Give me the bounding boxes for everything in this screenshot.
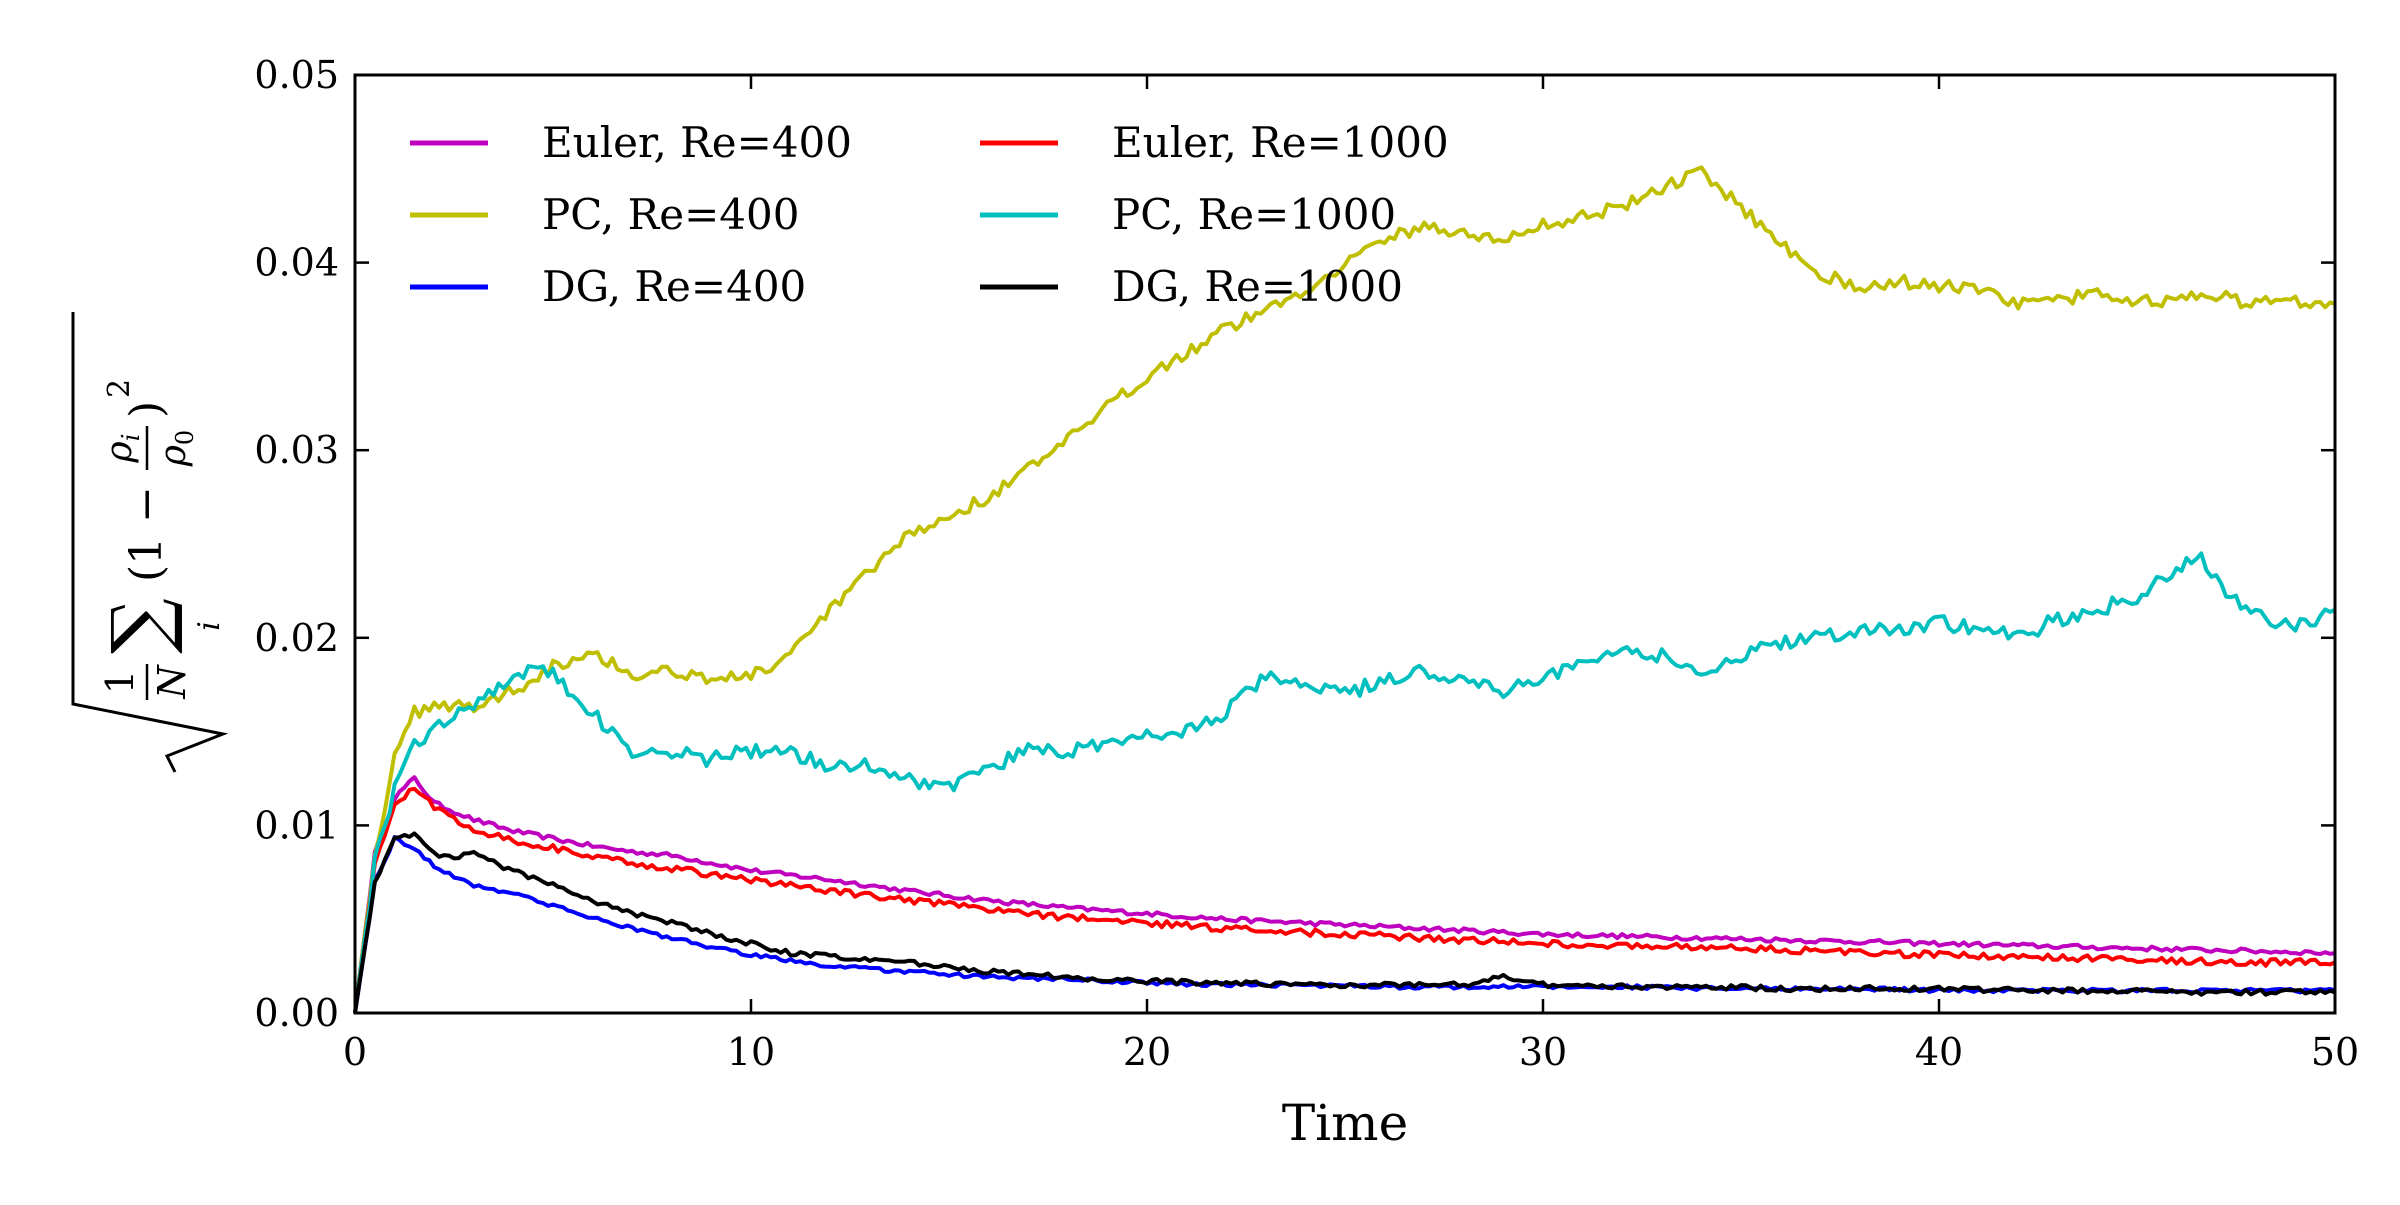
ylabel-one: 1 [98, 670, 142, 694]
x-tick-label: 30 [1519, 1030, 1567, 1074]
y-tick-label: 0.02 [254, 616, 339, 660]
series-line-2 [353, 165, 2336, 1014]
legend-label: PC, Re=1000 [1112, 190, 1396, 239]
legend-label: DG, Re=1000 [1112, 262, 1403, 311]
y-tick-label: 0.04 [254, 241, 339, 285]
legend-label: PC, Re=400 [542, 190, 799, 239]
x-tick-label: 0 [343, 1030, 367, 1074]
ylabel-n: N [150, 664, 194, 700]
ylabel-rho-i: ρi [99, 434, 145, 464]
legend: Euler, Re=400 PC, Re=400 DG, Re=400 Euler, … [410, 118, 1449, 311]
y-tick-label: 0.03 [254, 428, 339, 472]
legend-label: Euler, Re=1000 [1112, 118, 1449, 167]
ylabel-exponent: 2 [102, 379, 137, 398]
x-tick-label: 20 [1123, 1030, 1171, 1074]
legend-label: Euler, Re=400 [542, 118, 852, 167]
series-line-5 [353, 551, 2336, 1014]
y-axis-title: 1 N ∑ i (1 − ρi ρ0 ) 2 [71, 312, 229, 773]
series-line-1 [353, 775, 2336, 1014]
x-tick-label: 10 [727, 1030, 775, 1074]
sqrt-sign [71, 312, 229, 773]
y-tick-label: 0.01 [254, 803, 339, 847]
y-tick-label: 0.05 [254, 53, 339, 97]
x-axis-title: Time [1282, 1094, 1408, 1152]
x-tick-label: 50 [2311, 1030, 2359, 1074]
ylabel-close-paren: ) [121, 401, 172, 418]
ylabel-sum: ∑ [96, 598, 186, 654]
plot-frame [353, 73, 2337, 1015]
series-line-6 [353, 831, 2336, 1014]
x-tick-label: 40 [1915, 1030, 1963, 1074]
y-tick-label: 0.00 [254, 991, 339, 1035]
axis-ticks [353, 73, 2337, 1015]
ylabel-rho-0: ρ0 [153, 430, 199, 467]
ylabel-paren-expr: (1 − [121, 486, 172, 582]
series-line-4 [353, 786, 2336, 1014]
tick-labels: 0 10 20 30 40 50 0.00 0.01 0.02 0.03 0.04 0.05 [254, 53, 2359, 1074]
legend-label: DG, Re=400 [542, 262, 806, 311]
series-lines [353, 165, 2336, 1014]
ylabel-sum-index: i [192, 621, 227, 631]
